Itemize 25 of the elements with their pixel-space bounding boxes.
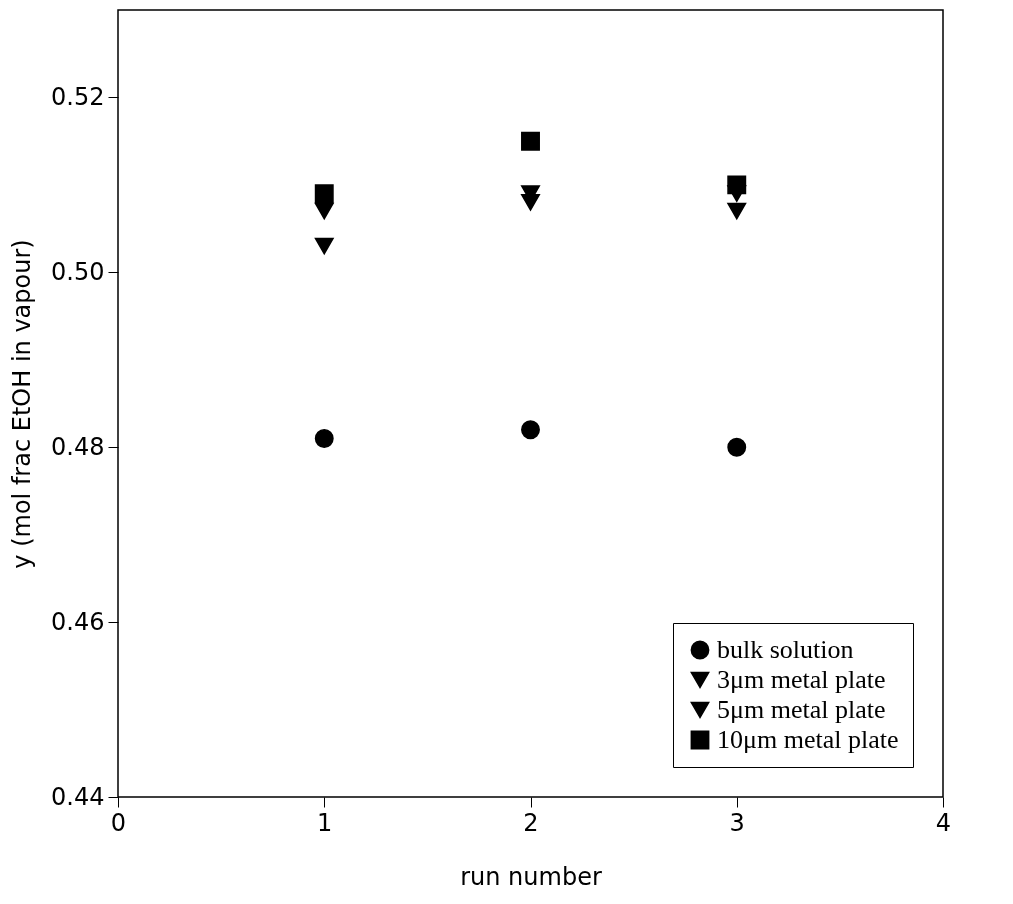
point [521,420,540,440]
point [727,437,747,457]
y-axis-title: y (mol frac EtOH in vapour) [8,239,37,569]
legend-label: 10μm metal plate [717,725,899,754]
x-tick-label: 3 [729,808,745,837]
y-tick-label: 0.44 [51,782,105,811]
legend-label: 3μm metal plate [717,665,886,694]
x-tick-label: 0 [110,808,127,837]
point [314,237,334,255]
point [314,429,334,448]
point [727,202,747,220]
x-tick-label: 4 [935,808,952,837]
point [314,202,334,220]
x-tick-label: 1 [317,808,333,837]
x-axis-title: run number [460,862,602,891]
legend-label: bulk solution [717,635,854,664]
y-tick-label: 0.52 [51,82,105,111]
y-tick-label: 0.50 [51,257,105,286]
y-tick-label: 0.46 [51,607,105,636]
y-tick-label: 0.48 [51,432,105,461]
legend-label: 5μm metal plate [717,695,886,724]
point [727,185,747,202]
point [521,131,540,151]
point [314,184,334,204]
x-tick-label: 2 [523,808,539,837]
